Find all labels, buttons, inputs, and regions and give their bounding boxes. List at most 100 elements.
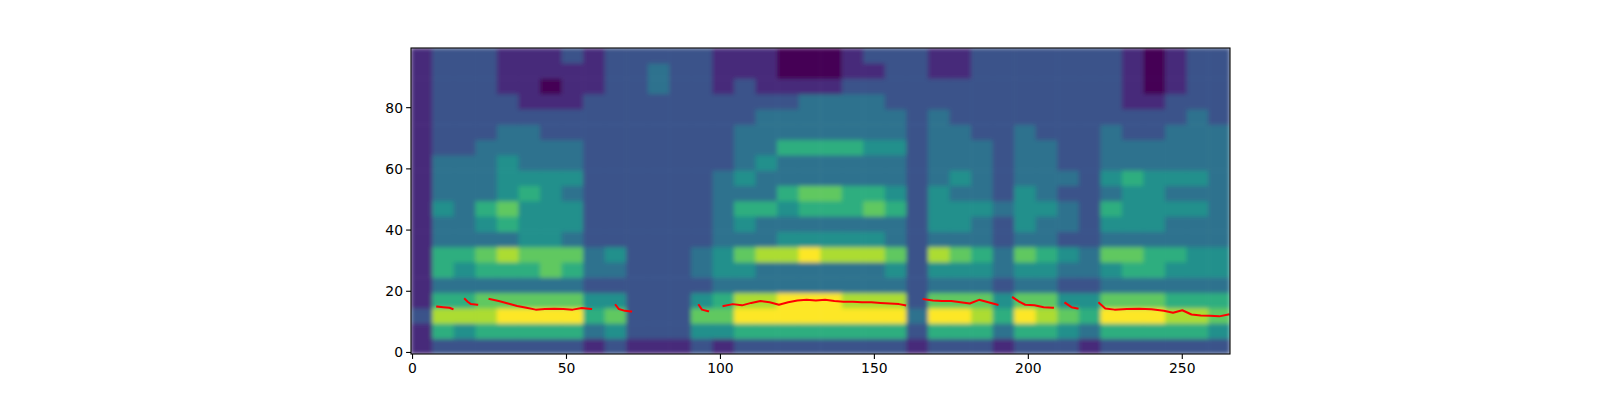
heatmap-cell	[1187, 140, 1209, 156]
heatmap-cell	[756, 338, 778, 354]
heatmap-cell	[863, 124, 885, 140]
heatmap-cell	[928, 308, 950, 324]
heatmap-cell	[1122, 140, 1144, 156]
heatmap-cell	[1014, 338, 1036, 354]
heatmap-cell	[669, 124, 691, 140]
heatmap-cell	[799, 308, 821, 324]
y-tick	[406, 168, 411, 169]
heatmap-cell	[712, 323, 734, 339]
heatmap-cell	[1014, 63, 1036, 79]
heatmap-cell	[691, 124, 713, 140]
heatmap-cell	[971, 78, 993, 94]
heatmap-cell	[777, 48, 799, 64]
heatmap-cell	[863, 323, 885, 339]
heatmap-cell	[1208, 170, 1230, 186]
heatmap-cell	[1036, 201, 1058, 217]
heatmap-cell	[820, 140, 842, 156]
heatmap-cell	[885, 94, 907, 110]
plot-area	[411, 48, 1230, 354]
heatmap-cell	[518, 185, 540, 201]
heatmap-cell	[411, 170, 433, 186]
heatmap-cell	[971, 323, 993, 339]
heatmap-cell	[777, 155, 799, 171]
heatmap-cell	[1057, 262, 1079, 278]
heatmap-cell	[906, 201, 928, 217]
heatmap-cell	[1079, 155, 1101, 171]
heatmap-cell	[1165, 78, 1187, 94]
heatmap-cell	[669, 323, 691, 339]
heatmap-cell	[1057, 78, 1079, 94]
heatmap-cell	[863, 338, 885, 354]
heatmap-cell	[1079, 170, 1101, 186]
heatmap-cell	[562, 185, 584, 201]
heatmap-cell	[669, 48, 691, 64]
heatmap-cell	[906, 323, 928, 339]
heatmap-cell	[475, 338, 497, 354]
heatmap-cell	[475, 78, 497, 94]
heatmap-cell	[820, 216, 842, 232]
heatmap-cell	[1100, 109, 1122, 125]
heatmap-cell	[842, 216, 864, 232]
heatmap-cell	[1036, 78, 1058, 94]
heatmap-cell	[906, 185, 928, 201]
heatmap-cell	[928, 201, 950, 217]
heatmap-cell	[432, 338, 454, 354]
heatmap-cell	[734, 109, 756, 125]
heatmap-cell	[1165, 216, 1187, 232]
heatmap-cell	[583, 63, 605, 79]
heatmap-cell	[993, 155, 1015, 171]
heatmap-cell	[540, 94, 562, 110]
heatmap-cell	[648, 201, 670, 217]
heatmap-cell	[626, 48, 648, 64]
heatmap-cell	[799, 48, 821, 64]
heatmap-cell	[562, 63, 584, 79]
heatmap-cell	[1122, 338, 1144, 354]
heatmap-cell	[1014, 109, 1036, 125]
heatmap-cell	[1036, 63, 1058, 79]
heatmap-cell	[1187, 262, 1209, 278]
heatmap-cell	[691, 231, 713, 247]
heatmap-cell	[928, 48, 950, 64]
heatmap-cell	[605, 94, 627, 110]
heatmap-cell	[1079, 63, 1101, 79]
heatmap-cell	[1165, 338, 1187, 354]
heatmap-cell	[712, 231, 734, 247]
heatmap-cell	[1057, 216, 1079, 232]
heatmap-cell	[1014, 94, 1036, 110]
heatmap-cell	[540, 231, 562, 247]
heatmap-cell	[756, 140, 778, 156]
heatmap-cell	[1165, 48, 1187, 64]
heatmap-cell	[1014, 216, 1036, 232]
heatmap-cell	[1079, 124, 1101, 140]
heatmap-cell	[820, 78, 842, 94]
heatmap-cell	[1143, 201, 1165, 217]
heatmap-cell	[475, 277, 497, 293]
heatmap-cell	[993, 140, 1015, 156]
heatmap-cell	[1100, 140, 1122, 156]
heatmap-cell	[1079, 262, 1101, 278]
heatmap-cell	[842, 338, 864, 354]
heatmap-cell	[863, 155, 885, 171]
heatmap-cell	[454, 48, 476, 64]
heatmap-cell	[583, 78, 605, 94]
heatmap-cell	[885, 247, 907, 263]
heatmap-cell	[1165, 323, 1187, 339]
heatmap-cell	[411, 109, 433, 125]
heatmap-cell	[562, 338, 584, 354]
heatmap-cell	[1187, 63, 1209, 79]
heatmap-cell	[497, 338, 519, 354]
heatmap-cell	[669, 247, 691, 263]
heatmap-cell	[583, 155, 605, 171]
heatmap-cell	[885, 124, 907, 140]
heatmap-cell	[454, 155, 476, 171]
heatmap-cell	[1187, 277, 1209, 293]
heatmap-cell	[756, 63, 778, 79]
heatmap-cell	[1100, 216, 1122, 232]
heatmap-cell	[863, 262, 885, 278]
heatmap-cell	[411, 338, 433, 354]
heatmap-cell	[1143, 170, 1165, 186]
heatmap-cell	[734, 94, 756, 110]
heatmap-cell	[928, 94, 950, 110]
heatmap-cell	[1122, 63, 1144, 79]
heatmap-cell	[626, 262, 648, 278]
